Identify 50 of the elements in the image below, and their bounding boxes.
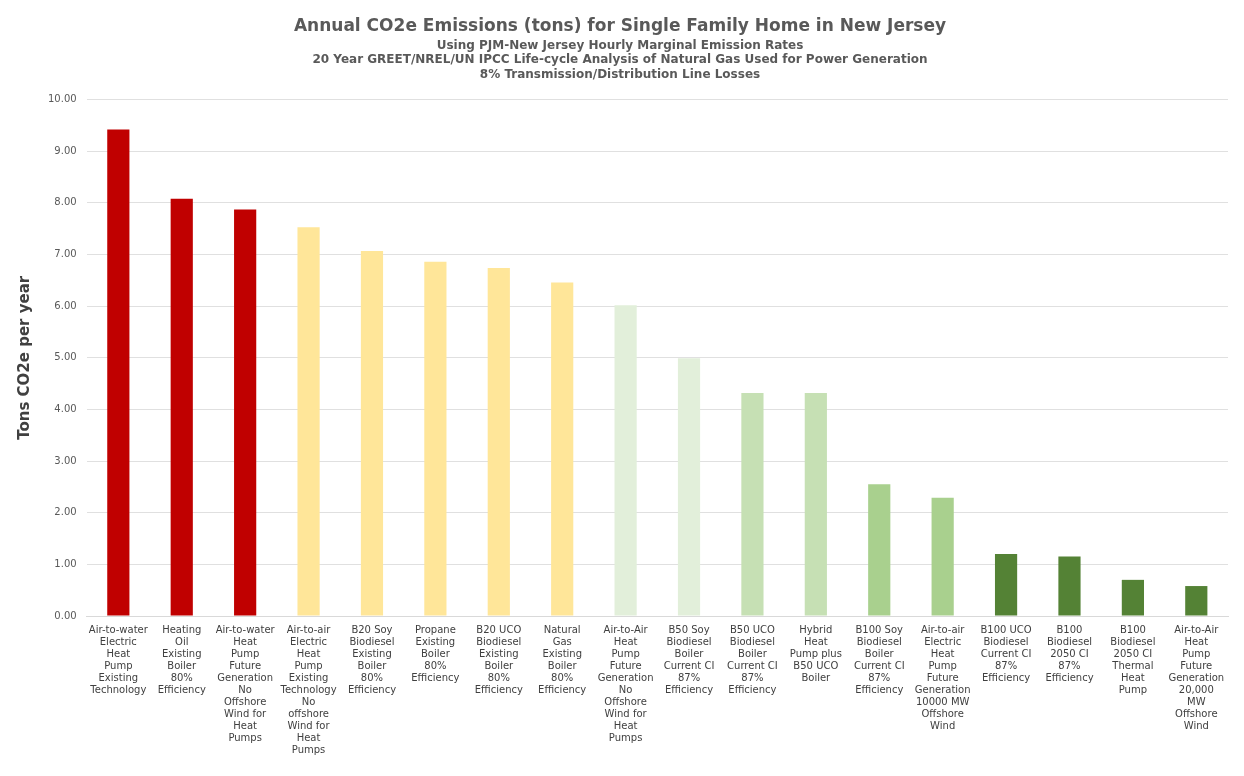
y-axis-title: Tons CO2e per year — [14, 275, 33, 440]
x-tick-label: Heating Oil Existing Boiler 80% Efficiency — [157, 623, 206, 695]
category-label: Air-to-air Electric Heat Pump Existing Technology No offshore Wind for Heat Pumps — [280, 623, 337, 755]
bar — [868, 484, 891, 616]
bar — [551, 282, 574, 616]
category-label: Air-to-Air Heat Pump Future Generation 20,000 MW Offshore Wind — [1168, 623, 1225, 731]
bar — [424, 261, 447, 616]
y-tick-label: 3.00 — [54, 454, 77, 466]
y-tick-label: 10.00 — [47, 93, 77, 105]
bar — [1121, 579, 1144, 616]
bar — [1185, 586, 1208, 616]
y-tick-label: 4.00 — [54, 403, 77, 415]
y-tick-label: 7.00 — [54, 248, 77, 260]
bar — [170, 198, 193, 616]
x-tick-label: B20 Soy Biodiesel Existing Boiler 80% Efficiency — [347, 623, 397, 695]
x-tick-label: Hybrid Heat Pump plus B50 UCO Boiler — [789, 623, 842, 683]
bar — [1058, 556, 1081, 616]
y-tick-label: 6.00 — [54, 299, 77, 311]
category-label: Air-to-air Electric Heat Pump Future Generation 10000 MW Offshore Wind — [914, 623, 971, 731]
chart-title: Annual CO2e Emissions (tons) for Single Family Home in New Jersey — [293, 14, 947, 35]
y-tick-label: 1.00 — [54, 557, 77, 569]
y-tick-label: 8.00 — [54, 196, 77, 208]
y-tick-label: 2.00 — [54, 506, 77, 518]
bar — [994, 554, 1018, 616]
y-tick-label: 0.00 — [54, 609, 77, 621]
x-tick-label: B100 Biodiesel 2050 CI 87% Efficiency — [1045, 623, 1094, 683]
x-tick-label: B50 UCO Biodiesel Boiler Current CI 87% Efficiency — [727, 623, 778, 695]
y-tick-label: 9.00 — [54, 144, 77, 156]
x-tick-label: B50 Soy Biodiesel Boiler Current CI 87% Efficiency — [663, 623, 715, 695]
x-tick-label: Air-to-water Electric Heat Pump Existing Technology — [88, 623, 149, 695]
bar — [360, 250, 384, 616]
x-tick-label: Propane Existing Boiler 80% Efficiency — [411, 623, 460, 683]
bar — [297, 227, 320, 616]
bar — [614, 305, 637, 616]
bar — [234, 209, 257, 616]
bar — [487, 267, 510, 616]
bar — [677, 358, 701, 616]
bar — [804, 392, 827, 616]
bar — [741, 392, 764, 616]
bar — [107, 129, 130, 616]
x-tick-label: B100 Soy Biodiesel Boiler Current CI 87% Efficiency — [853, 623, 905, 695]
category-label: Air-to-water Heat Pump Future Generation No Offshore Wind for Heat Pumps — [215, 623, 275, 743]
x-tick-label: B100 UCO Biodiesel Current CI 87% Efficiency — [980, 623, 1032, 683]
x-tick-label: B20 UCO Biodiesel Existing Boiler 80% Efficiency — [474, 623, 523, 695]
chart-subtitle: Using PJM-New Jersey Hourly Marginal Emission Rates 20 Year GREET/NREL/UN IPCC Life-cycle Analysis of Natural Gas Used for Power Generation 8% Transmission/Distribution Line Losses — [312, 37, 928, 81]
y-tick-label: 5.00 — [54, 351, 77, 363]
bar — [931, 497, 954, 616]
category-label: Air-to-Air Heat Pump Future Generation No Offshore Wind for Heat Pumps — [597, 623, 654, 743]
x-tick-label: B100 Biodiesel 2050 CI Thermal Heat Pump — [1110, 623, 1156, 695]
x-tick-label: Natural Gas Existing Boiler 80% Efficiency — [538, 623, 587, 695]
